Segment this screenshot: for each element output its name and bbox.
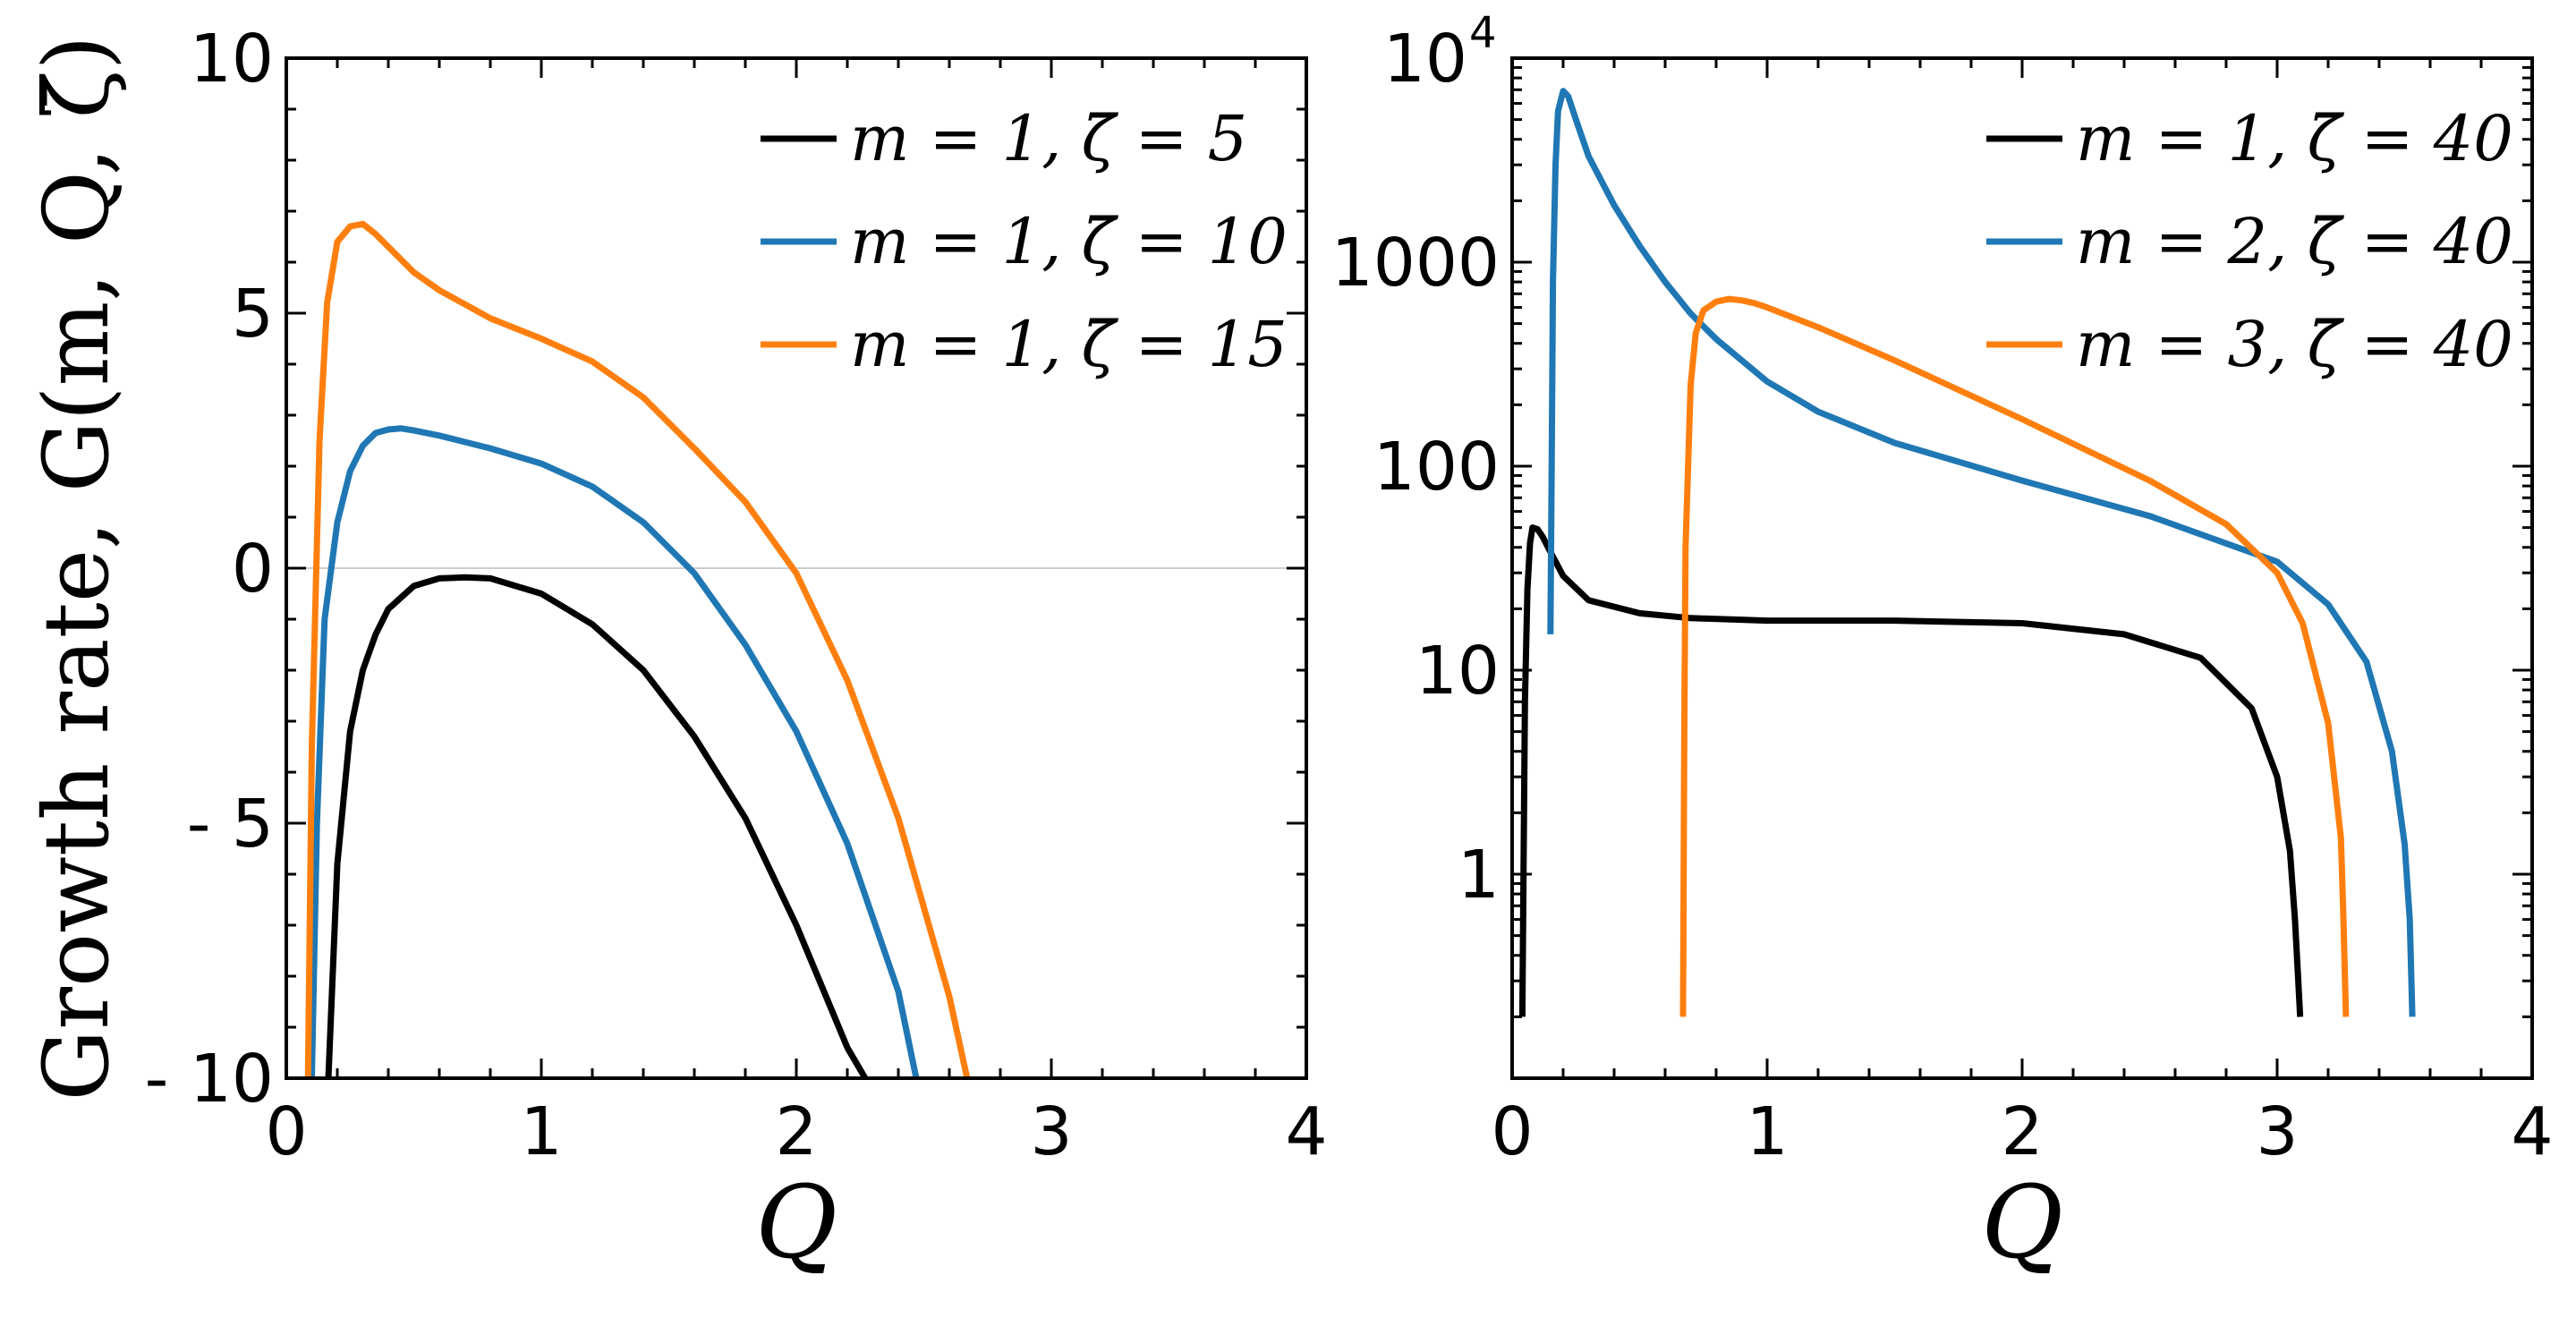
- x-axis-label: Q: [1981, 1165, 2063, 1281]
- series-line-2: [1679, 295, 2350, 1017]
- x-tick-label: 4: [2511, 1093, 2553, 1170]
- x-tick-label: 0: [265, 1093, 307, 1170]
- series-line-1: [309, 425, 920, 1078]
- legend-label-2: m = 3, ζ̄ = 40: [2076, 308, 2513, 381]
- series-line-1: [1547, 88, 2416, 1017]
- series-line-2: [304, 220, 971, 1078]
- y-tick-label: - 10: [145, 1041, 274, 1118]
- x-tick-label: 1: [1746, 1093, 1788, 1170]
- legend-label-0: m = 1, ζ̄ = 40: [2076, 102, 2513, 175]
- legend-label-2: m = 1, ζ̄ = 15: [850, 308, 1288, 381]
- y-tick-label: 5: [232, 276, 274, 353]
- series-line-0: [325, 574, 869, 1078]
- series-line-0: [1518, 524, 2304, 1017]
- y-tick-label: 1: [1458, 837, 1500, 914]
- left-panel: 0 1 2 3 4 10 5 0 - 5 - 10 Q Growth rate, G(m, Q, ζ̄…: [24, 21, 1328, 1281]
- y-tick-label-top-exponent: 4: [1469, 8, 1497, 58]
- x-tick-label: 2: [2001, 1093, 2043, 1170]
- x-axis-label: Q: [755, 1165, 837, 1281]
- y-tick-label: 1000: [1331, 225, 1500, 302]
- y-tick-label: 100: [1373, 429, 1500, 506]
- x-tick-label: 1: [520, 1093, 562, 1170]
- x-tick-label: 4: [1285, 1093, 1327, 1170]
- y-axis-label: Growth rate, G(m, Q, ζ̄): [24, 35, 129, 1101]
- y-tick-label: 0: [232, 531, 274, 608]
- y-tick-label: - 5: [187, 786, 274, 863]
- legend-label-1: m = 2, ζ̄ = 40: [2076, 205, 2513, 278]
- x-tick-label: 0: [1491, 1093, 1533, 1170]
- legend-label-1: m = 1, ζ̄ = 10: [850, 205, 1288, 278]
- x-tick-label: 3: [1030, 1093, 1072, 1170]
- y-tick-label: 10: [1416, 633, 1500, 710]
- x-tick-label: 2: [775, 1093, 817, 1170]
- y-tick-label: 10: [190, 21, 274, 98]
- y-tick-label-top: 10: [1383, 21, 1467, 98]
- x-tick-label: 3: [2256, 1093, 2298, 1170]
- legend-label-0: m = 1, ζ̄ = 5: [850, 102, 1247, 175]
